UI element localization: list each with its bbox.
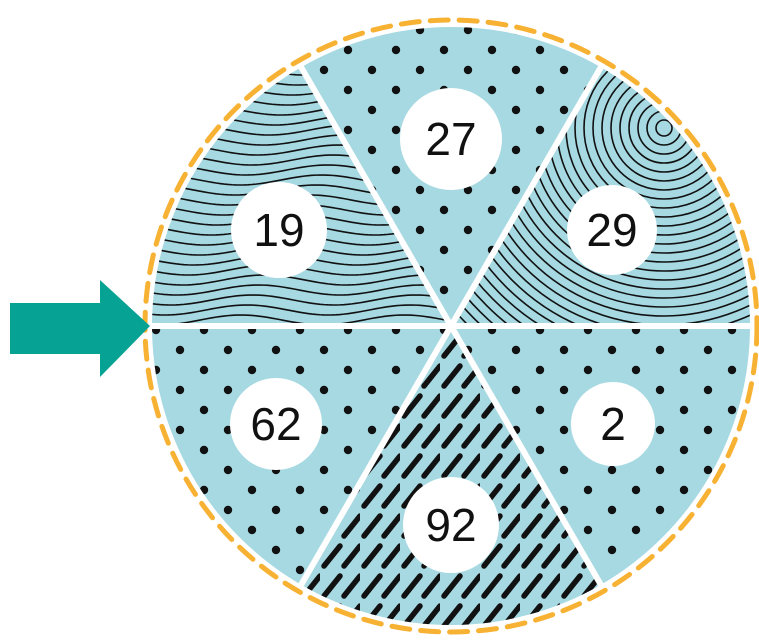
number-label: 27 [425, 113, 476, 165]
wave-line [152, 304, 451, 316]
arc-line [574, 67, 750, 218]
arc-line [655, 119, 673, 137]
label-circle [571, 382, 655, 466]
label-circle [567, 185, 657, 275]
sector-dividers [152, 65, 750, 587]
number-label: 19 [253, 204, 304, 256]
label-circle [231, 182, 327, 278]
divider-diagonal-b [298, 65, 604, 587]
sector-label-lower-left: 62 [230, 378, 322, 470]
label-circle [403, 477, 499, 573]
label-circle [400, 88, 502, 190]
wave-line [152, 294, 451, 306]
right-arrow-icon [10, 280, 150, 377]
wave-line [152, 284, 451, 296]
sector-label-upper-right: 29 [567, 185, 657, 275]
number-label: 29 [586, 204, 637, 256]
number-label: 2 [600, 398, 626, 450]
sector-label-lower-right: 2 [571, 382, 655, 466]
number-label: 92 [425, 499, 476, 551]
sector-label-bottom: 92 [403, 477, 499, 573]
number-label: 62 [250, 398, 301, 450]
label-circle [230, 378, 322, 470]
sector-label-top: 27 [400, 88, 502, 190]
sector-label-upper-left: 19 [231, 182, 327, 278]
